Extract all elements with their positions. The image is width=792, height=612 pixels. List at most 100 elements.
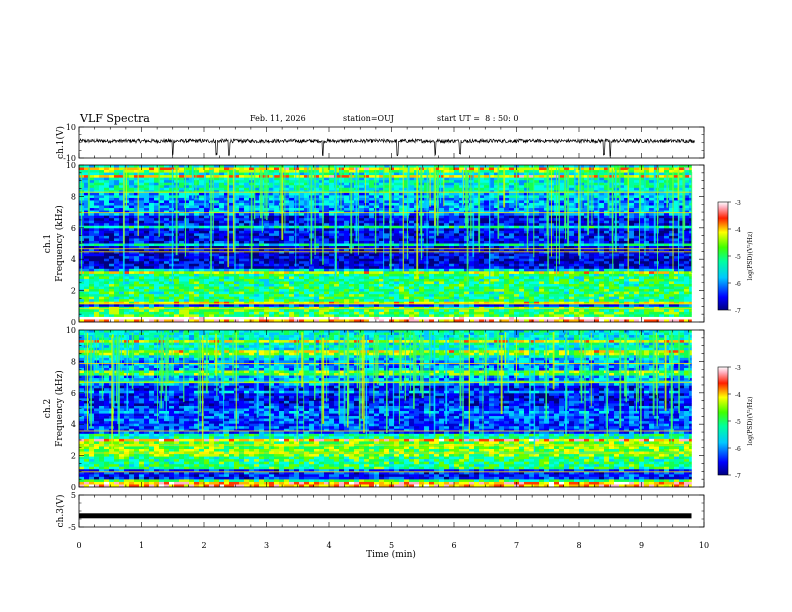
ch1-spec-cell	[189, 266, 195, 270]
ch1-spec-cell	[399, 205, 405, 209]
ch1-spec-cell	[639, 195, 645, 199]
ch1-spec-cell	[154, 175, 160, 178]
ch1-spec-cell	[639, 172, 645, 176]
ch1-spec-cell	[189, 175, 195, 178]
ch1-spec-cell	[584, 243, 590, 247]
ch1-spec-cell	[534, 197, 540, 201]
ch1-spec-cell	[179, 208, 185, 211]
ch1-spec-cell	[684, 210, 690, 214]
ch1-spec-cell	[469, 167, 475, 171]
ch1-spec-cell	[324, 253, 330, 257]
ch1-spec-cell	[294, 246, 300, 249]
ch1-spec-cell	[434, 263, 440, 267]
ch1-spec-cell	[654, 175, 660, 178]
ch1-spec-cell	[459, 230, 465, 234]
ch1-spec-cell	[129, 230, 135, 234]
ch1-spec-cell	[339, 205, 345, 209]
ch1-spec-cell	[639, 218, 645, 222]
ch1-spec-cell	[444, 258, 450, 262]
ch1-spec-cell	[359, 243, 365, 247]
ch1-spec-cell	[574, 197, 580, 201]
ch1-spec-cell	[514, 215, 520, 219]
ch1-spec-cell	[89, 261, 95, 265]
ch1-spec-cell	[429, 253, 435, 257]
ch1-spec-cell	[114, 192, 120, 196]
ch1-spec-cell	[409, 195, 415, 199]
ch1-spec-cell	[604, 167, 610, 171]
ch1-spec-cell	[129, 218, 135, 222]
ch1-spec-cell	[464, 261, 470, 265]
ch1-spec-cell	[479, 238, 485, 242]
ch1-spec-cell	[329, 185, 335, 189]
ch1-spec-cell	[344, 177, 350, 181]
ch1-spec-cell	[459, 243, 465, 247]
ch1-spec-cell	[294, 202, 300, 206]
ch1-spec-cell	[534, 223, 540, 227]
ch1-spec-cell	[179, 253, 185, 257]
ch1-spec-cell	[609, 192, 615, 196]
ch1-spec-cell	[99, 266, 105, 270]
ch1-spec-cell	[404, 248, 410, 252]
ch1-spec-cell	[129, 167, 135, 171]
ch1-spec-cell	[494, 230, 500, 234]
ch1-spec-cell	[504, 230, 510, 234]
ch1-spec-cell	[129, 248, 135, 252]
ch1-spec-cell	[149, 187, 155, 191]
ch1-wave-ytick-label: 10	[66, 123, 76, 132]
ch1-spec-cell	[409, 210, 415, 214]
ch1-spec-cell	[644, 238, 650, 242]
ch1-spec-cell	[99, 238, 105, 242]
ch1-spec-cell	[314, 197, 320, 201]
ch1-spec-cell	[104, 230, 110, 234]
ch1-spec-cell	[219, 263, 225, 267]
ch1-spec-cell	[649, 230, 655, 234]
ch1-spec-cell	[679, 228, 685, 232]
ch1-spec-cell	[139, 180, 145, 184]
ch1-spec-cell	[369, 225, 375, 229]
ch1-spec-cell	[339, 223, 345, 227]
ch1-spec-cell	[479, 180, 485, 184]
ch1-spec-cell	[194, 213, 200, 216]
ch1-spec-cell	[154, 228, 160, 232]
ch1-spec-cell	[474, 233, 480, 237]
ch1-spec-cell	[359, 225, 365, 229]
ch1-spec-cell	[314, 238, 320, 242]
ch1-spec-cell	[139, 215, 145, 219]
ch1-spec-cell	[254, 238, 260, 242]
ch1-spec-cell	[379, 213, 385, 216]
ch1-spec-cell	[584, 213, 590, 216]
ch1-spec-cell	[619, 220, 625, 224]
ch1-spec-cell	[314, 266, 320, 270]
ch1-spec-cell	[184, 185, 190, 189]
ch1-spec-cell	[534, 195, 540, 199]
ch1-spec-cell	[644, 182, 650, 186]
ch1-spec-cell	[179, 197, 185, 201]
ch1-spec-cell	[559, 167, 565, 171]
ch1-spec-cell	[379, 200, 385, 204]
ch1-spec-cell	[439, 195, 445, 199]
ch1-spec-cell	[274, 215, 280, 219]
ch1-spec-cell	[134, 202, 140, 206]
ch1-spec-cell	[319, 202, 325, 206]
ch1-spec-cell	[224, 165, 230, 168]
ch1-spec-cell	[484, 240, 490, 244]
ch1-spec-cell	[299, 167, 305, 171]
ch1-spec-cell	[269, 218, 275, 222]
ch1-spec-cell	[109, 248, 115, 252]
ch1-spec-cell	[159, 185, 165, 189]
ch1-spec-cell	[229, 256, 235, 259]
ch1-spec-cell	[314, 243, 320, 247]
ch1-spec-cell	[254, 167, 260, 171]
ch1-spec-cell	[89, 263, 95, 267]
ch1-spec-cell	[319, 215, 325, 219]
ch1-spec-cell	[629, 205, 635, 209]
ch1-spec-cell	[629, 215, 635, 219]
ch1-spec-cell	[284, 228, 290, 232]
ch1-spec-cell	[269, 261, 275, 265]
ch1-spec-cell	[604, 233, 610, 237]
ch1-spec-cell	[684, 185, 690, 189]
ch1-spec-cell	[519, 228, 525, 232]
ch1-spec-cell	[279, 246, 285, 249]
ch1-spec-cell	[484, 248, 490, 252]
